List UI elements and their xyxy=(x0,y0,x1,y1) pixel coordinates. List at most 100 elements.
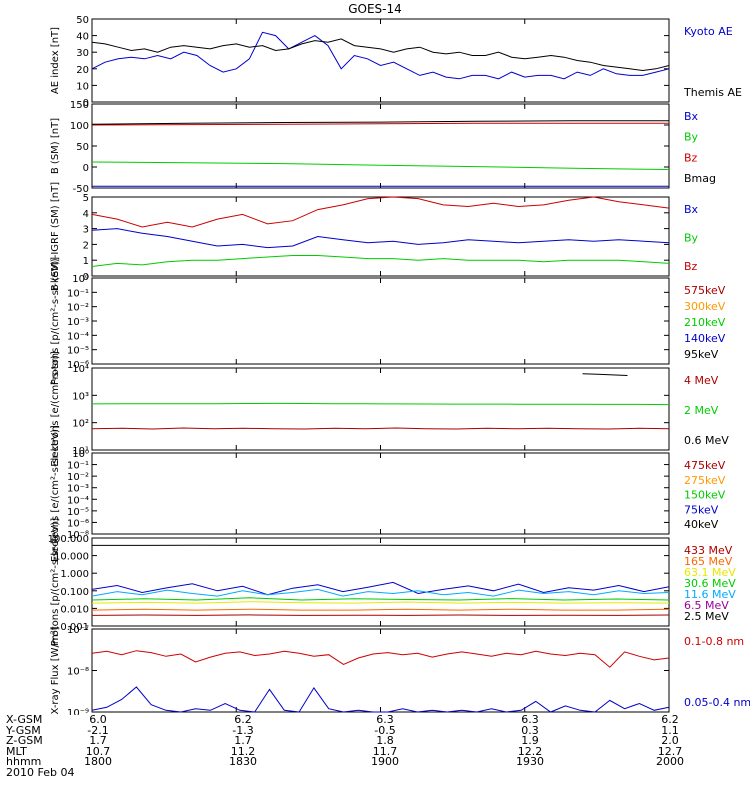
series-line xyxy=(91,614,670,616)
y-tick-label: 10⁻⁶ xyxy=(67,518,89,529)
ephemeris-row-x-gsm: X-GSM 6.0 6.2 6.3 6.3 6.2 xyxy=(6,713,750,726)
plot-date: 2010 Feb 04 xyxy=(6,766,750,779)
ephemeris-row-mlt: MLT 10.7 11.2 11.7 12.2 12.7 xyxy=(6,744,750,758)
legend-label: By xyxy=(684,131,699,144)
series-line xyxy=(91,402,670,406)
y-tick-label: 10⁻⁶ xyxy=(67,360,89,371)
y-tick-label: 50 xyxy=(76,142,89,153)
y-tick-label: 10² xyxy=(72,419,89,430)
legend-label: Bz xyxy=(684,260,698,273)
legend-label: 165 MeV xyxy=(684,555,733,568)
table-cell: 2000 xyxy=(656,755,684,769)
y-axis-label: X-ray Flux [W/m²] xyxy=(50,626,61,714)
panel-5: 10¹ 10² 10³ 10⁴ Electrons [e/(cm²-s-sr)] 4 Me… xyxy=(50,351,729,467)
legend-label: 150keV xyxy=(684,489,726,502)
ephemeris-row-z-gsm: Z-GSM 1.7 1.7 1.8 1.9 2.0 xyxy=(6,734,750,748)
series-line xyxy=(91,650,670,668)
series-line xyxy=(91,581,670,596)
panel-frame xyxy=(91,452,670,535)
legend-label: 0.6 MeV xyxy=(684,434,729,447)
legend-label: 140keV xyxy=(684,332,726,345)
row-label: Z-GSM xyxy=(6,734,43,748)
series-line xyxy=(582,373,628,376)
legend-label: 2 MeV xyxy=(684,404,719,417)
table-cell: 1.1 xyxy=(661,723,679,737)
y-tick-label: 20 xyxy=(76,65,89,76)
legend-label: 75keV xyxy=(684,503,719,516)
panel-1: 0 10 20 30 40 50 AE index [nT] Kyoto AE Themis A… xyxy=(50,15,742,109)
panel-3: 0 1 2 3 4 5 B (SM)-IGRF (SM) [nT] Bx By Bz xyxy=(50,182,699,291)
y-tick-label: 5 xyxy=(83,193,89,204)
table-cell: 6.2 xyxy=(661,713,679,726)
y-tick-label: 10⁰ xyxy=(72,274,89,285)
table-cell: 6.2 xyxy=(234,713,252,726)
series-line xyxy=(91,686,670,713)
legend-label: 0.05-0.4 nm xyxy=(684,696,750,709)
legend-label: 4 MeV xyxy=(684,374,719,387)
table-cell: 1900 xyxy=(371,755,399,769)
panel-2: -50 0 50 100 150 B (SM) [nT] Bx By Bz Bmag xyxy=(50,100,716,195)
legend-label: 30.6 MeV xyxy=(684,577,736,590)
y-tick-label: 10 xyxy=(76,81,89,92)
y-tick-label: 1 xyxy=(83,256,89,267)
legend-label: 275keV xyxy=(684,474,726,487)
y-tick-label: 100 xyxy=(70,121,89,132)
legend-label: Bx xyxy=(684,110,699,123)
legend-label: Kyoto AE xyxy=(684,25,733,38)
table-cell: 1800 xyxy=(84,755,112,769)
y-tick-label: 3 xyxy=(83,225,89,236)
y-tick-label: 100.000 xyxy=(48,534,89,545)
y-tick-label: 10⁻² xyxy=(67,472,89,483)
y-axis-label: Protons [p/(cm²-s-sr-keV)] xyxy=(50,518,61,646)
panel-frame xyxy=(91,537,670,627)
y-tick-label: 150 xyxy=(70,100,89,111)
plot-title: GOES-14 xyxy=(348,2,402,16)
y-tick-label: 10³ xyxy=(72,391,89,402)
y-tick-label: 10⁻⁸ xyxy=(67,667,89,678)
series-line xyxy=(91,597,670,601)
y-tick-label: 0 xyxy=(83,163,89,174)
table-cell: 11.2 xyxy=(230,744,256,758)
legend-label: 300keV xyxy=(684,300,726,313)
series-line xyxy=(91,608,670,611)
row-label: MLT xyxy=(6,744,27,758)
legend-label: 11.6 MeV xyxy=(684,588,736,601)
legend-label: Bmag xyxy=(684,172,716,185)
y-tick-label: 10⁻³ xyxy=(67,317,89,328)
legend-label: By xyxy=(684,232,699,245)
legend-label: 210keV xyxy=(684,316,726,329)
panel-frame xyxy=(91,103,670,189)
table-cell: 6.3 xyxy=(521,713,539,726)
table-cell: 10.7 xyxy=(85,744,111,758)
legend-label: Themis AE xyxy=(683,86,742,99)
y-tick-label: 1.000 xyxy=(60,569,89,580)
y-tick-label: 40 xyxy=(76,32,89,43)
y-axis-label: Electrons [e/(cm²-s-sr)] xyxy=(50,351,61,467)
series-line xyxy=(91,31,670,80)
y-axis-label: B (SM)-IGRF (SM) [nT] xyxy=(50,182,61,291)
series-line xyxy=(91,120,669,125)
y-axis-label: Electrons [e/(cm²-s-sr-keV)] xyxy=(50,425,61,562)
panel-frame xyxy=(91,18,670,103)
y-axis-label: Protons [p/(cm²-s-sr-keV)] xyxy=(50,257,61,385)
row-label: Y-GSM xyxy=(6,723,41,737)
ephemeris-table: X-GSM 6.0 6.2 6.3 6.3 6.2 Y-GSM -2.1 -1.… xyxy=(6,713,750,800)
series-line xyxy=(91,38,670,72)
y-tick-label: 10⁻⁸ xyxy=(67,530,89,541)
panel-frame xyxy=(91,628,670,713)
legend-label: Bx xyxy=(684,203,699,216)
y-tick-label: 2 xyxy=(83,240,89,251)
table-cell: -1.3 xyxy=(232,723,254,737)
y-tick-label: 10⁻² xyxy=(67,303,89,314)
y-tick-label: 10⁻¹ xyxy=(67,461,89,472)
table-cell: 6.3 xyxy=(376,713,394,726)
table-cell: 1.8 xyxy=(376,734,394,748)
series-line xyxy=(91,161,670,170)
panel-4: 10⁻⁶ 10⁻⁵ 10⁻⁴ 10⁻³ 10⁻² 10⁻¹ 10⁰ Protons [p/(c… xyxy=(50,257,726,385)
table-cell: 1.7 xyxy=(89,734,107,748)
date-label: 2010 Feb 04 xyxy=(6,766,75,779)
legend-label: 2.5 MeV xyxy=(684,610,729,623)
y-tick-label: 10⁴ xyxy=(72,364,89,375)
panel-frame xyxy=(91,367,670,451)
